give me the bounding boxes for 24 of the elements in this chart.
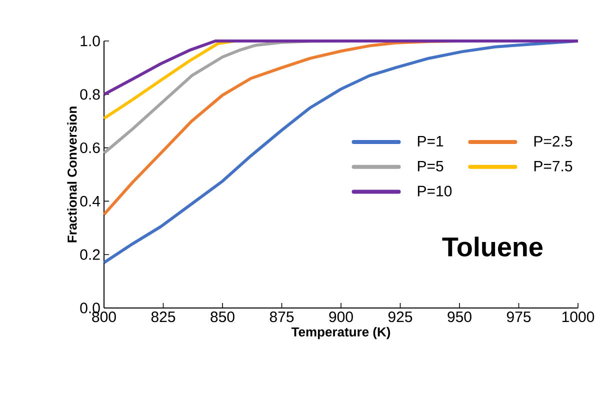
x-tick-label: 800 (92, 312, 116, 322)
y-axis-title: Fractional Conversion (67, 106, 77, 242)
legend-label: P=7.5 (534, 160, 572, 172)
y-tick-label: 0.2 (80, 249, 100, 260)
text: Toluene (442, 236, 543, 256)
x-tick-label: 825 (151, 312, 176, 322)
x-tick-label: 875 (270, 312, 294, 322)
y-tick-label: 1.0 (80, 36, 100, 46)
legend-label: P=5 (418, 160, 444, 172)
legend-label: P=1 (418, 136, 444, 146)
line-series (102, 39, 580, 96)
y-tick-label: 0.0 (80, 302, 100, 314)
x-axis-title: Temperature (K) (291, 327, 390, 340)
y-tick-label: 0.8 (80, 89, 100, 100)
x-tick-label: 975 (506, 312, 531, 322)
x-tick-label: 950 (448, 312, 472, 322)
x-tick-label: 900 (329, 312, 353, 322)
y-tick-label: 0.4 (80, 196, 100, 206)
legend-label: P=10 (418, 186, 452, 196)
x-tick-label: 925 (388, 312, 412, 322)
y-tick-label: 0.6 (80, 142, 100, 154)
legend-label: P=2.5 (534, 136, 572, 147)
x-tick-label: 1000 (562, 312, 594, 322)
x-tick-label: 850 (210, 312, 234, 322)
